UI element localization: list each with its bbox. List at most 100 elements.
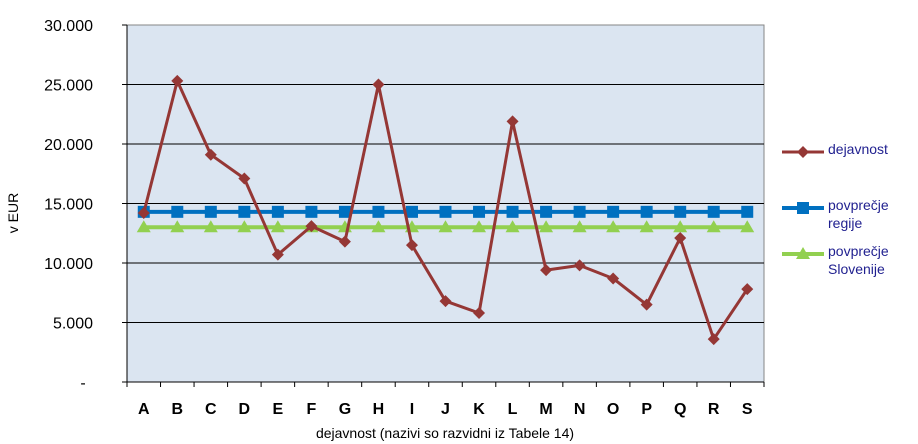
data-point	[573, 205, 586, 218]
x-tick-label: E	[273, 401, 284, 418]
y-axis-title: v EUR	[5, 193, 21, 233]
data-point	[137, 207, 150, 220]
legend-item: povprečje regije	[780, 196, 918, 242]
x-tick-label: S	[742, 401, 753, 418]
legend-marker	[796, 247, 810, 259]
data-point	[305, 220, 318, 233]
data-point	[741, 283, 754, 296]
y-tick-label: -	[80, 375, 85, 392]
x-tick-label: L	[508, 401, 518, 418]
legend-swatch	[782, 146, 824, 158]
data-point	[707, 333, 720, 346]
series-1	[137, 205, 754, 218]
legend-item: povprečje Slovenije	[780, 242, 918, 288]
data-point	[171, 74, 184, 87]
data-point	[271, 248, 284, 261]
data-point	[473, 306, 486, 319]
data-point	[473, 205, 486, 218]
x-tick-label: P	[641, 401, 652, 418]
series-0	[137, 74, 754, 346]
data-point	[674, 232, 687, 245]
data-point	[136, 220, 151, 233]
legend-label: povprečje regije	[828, 197, 889, 231]
x-tick-label: M	[539, 401, 552, 418]
data-point	[607, 272, 620, 285]
axes	[122, 24, 765, 387]
data-point	[204, 205, 217, 218]
data-point	[572, 220, 587, 233]
legend-marker	[797, 202, 809, 214]
data-point	[338, 205, 351, 218]
data-point	[170, 220, 185, 233]
data-point	[674, 205, 687, 218]
data-point	[741, 205, 754, 218]
data-point	[405, 205, 418, 218]
data-point	[607, 205, 620, 218]
x-axis-title: dejavnost (nazivi so razvidni iz Tabele …	[316, 425, 574, 441]
y-tick-label: 30.000	[44, 18, 93, 35]
x-tick-labels: A B C D E F G H I J K L M N O P Q R S	[138, 401, 753, 418]
legend-label: povprečje Slovenije	[828, 243, 889, 277]
y-tick-label: 15.000	[44, 197, 93, 214]
legend: dejavnost povprečje regije povprečje Slove…	[780, 140, 918, 288]
data-point	[573, 259, 586, 272]
data-point	[338, 235, 351, 248]
data-point	[438, 220, 453, 233]
x-tick-label: B	[172, 401, 184, 418]
data-point	[237, 220, 252, 233]
data-point	[639, 220, 654, 233]
x-tick-label: N	[574, 401, 586, 418]
data-point	[706, 220, 721, 233]
data-point	[707, 205, 720, 218]
x-tick-label: O	[607, 401, 619, 418]
data-point	[405, 239, 418, 252]
data-point	[506, 205, 519, 218]
y-tick-label: 5.000	[53, 316, 93, 333]
x-tick-label: R	[708, 401, 720, 418]
legend-swatch	[782, 202, 824, 214]
y-tick-labels: - 5.000 10.000 15.000 20.000 25.000 30.000	[44, 18, 93, 392]
x-tick-label: H	[373, 401, 385, 418]
legend-label: dejavnost	[828, 141, 888, 157]
data-point	[606, 220, 621, 233]
data-point	[372, 78, 385, 91]
data-point	[238, 172, 251, 185]
data-point	[540, 264, 553, 277]
data-point	[506, 115, 519, 128]
data-point	[540, 205, 553, 218]
data-point	[171, 205, 184, 218]
data-point	[640, 298, 653, 311]
x-tick-label: G	[339, 401, 351, 418]
data-point	[439, 205, 452, 218]
x-tick-label: I	[410, 401, 414, 418]
data-point	[203, 220, 218, 233]
y-tick-label: 20.000	[44, 137, 93, 154]
y-tick-label: 25.000	[44, 78, 93, 95]
gridlines	[127, 84, 764, 323]
x-tick-label: Q	[674, 401, 686, 418]
data-point	[439, 295, 452, 308]
data-point	[505, 220, 520, 233]
data-point	[740, 220, 755, 233]
data-point	[204, 148, 217, 161]
x-tick-label: D	[239, 401, 251, 418]
x-tick-label: C	[205, 401, 217, 418]
x-tick-label: F	[307, 401, 317, 418]
data-point	[472, 220, 487, 233]
x-tick-label: A	[138, 401, 150, 418]
x-tick-label: K	[473, 401, 485, 418]
data-point	[305, 205, 318, 218]
legend-item: dejavnost	[780, 140, 918, 196]
legend-swatch	[782, 247, 824, 259]
data-point	[372, 205, 385, 218]
data-point	[371, 220, 386, 233]
x-tick-label: J	[441, 401, 450, 418]
legend-marker	[797, 146, 809, 158]
data-point	[238, 205, 251, 218]
data-point	[539, 220, 554, 233]
data-point	[270, 220, 285, 233]
data-point	[271, 205, 284, 218]
series-group	[136, 74, 755, 346]
data-point	[673, 220, 688, 233]
